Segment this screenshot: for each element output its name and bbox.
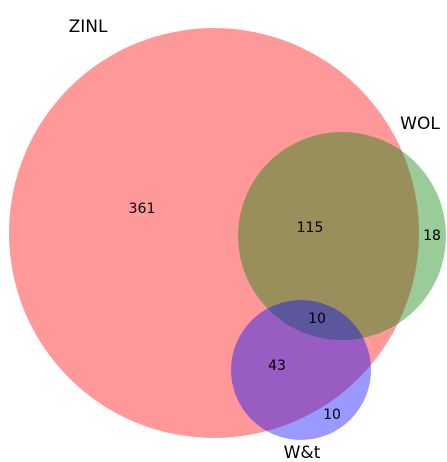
set-circle [231,300,371,440]
region-label: 10 [323,407,341,423]
set-label: W&t [284,443,321,462]
region-label: 43 [268,358,286,374]
region-label: 115 [297,220,324,236]
region-label: 18 [423,228,441,244]
region-label: 361 [129,201,156,217]
region-label: 10 [308,311,326,327]
set-circle [238,132,446,340]
set-label: WOL [400,114,440,134]
set-label: ZINL [69,17,108,37]
set-circle [9,28,419,438]
